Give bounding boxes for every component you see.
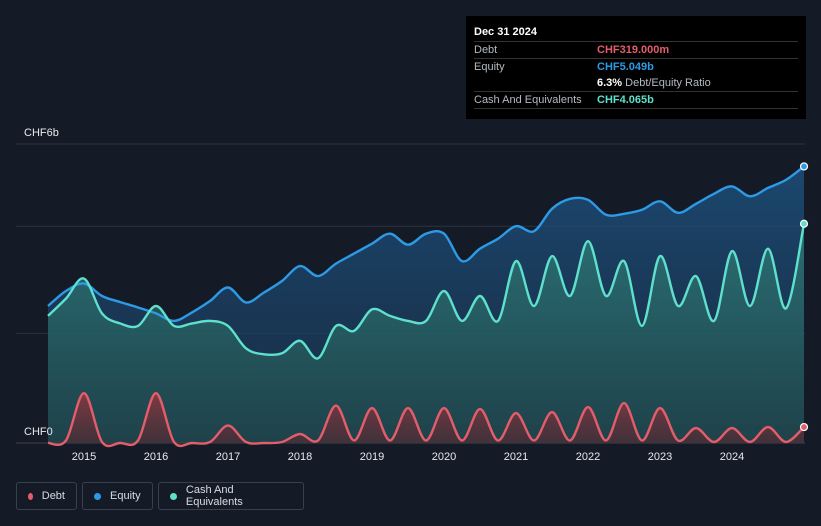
tooltip-ratio-label: Debt/Equity Ratio xyxy=(625,77,711,89)
axes: CHF6b CHF0 2015 2016 2017 2018 2019 2020 2021 2… xyxy=(24,127,744,463)
tooltip-equity-value: CHF5.049b xyxy=(597,61,654,73)
cash-legend-dot-icon xyxy=(170,492,177,500)
tooltip-ratio-value: 6.3% xyxy=(597,77,623,89)
y-axis-min-label: CHF0 xyxy=(24,426,53,438)
tooltip-ratio: 6.3% Debt/Equity Ratio xyxy=(597,75,711,91)
x-tick-label: 2016 xyxy=(144,451,168,463)
tooltip-cash-value: CHF4.065b xyxy=(597,94,654,106)
equity-end-marker xyxy=(799,162,809,171)
tooltip-row-cash: Cash And Equivalents CHF4.065b xyxy=(474,92,798,109)
cash-end-marker xyxy=(799,219,809,228)
x-tick-label: 2015 xyxy=(72,451,96,463)
legend-item-equity[interactable]: Equity xyxy=(82,482,153,510)
x-tick-label: 2024 xyxy=(720,451,744,463)
legend-item-debt[interactable]: Debt xyxy=(16,482,77,510)
equity-line xyxy=(47,165,805,323)
tooltip-row-debt: Debt CHF319.000m xyxy=(474,42,798,59)
x-tick-label: 2021 xyxy=(504,451,528,463)
tooltip-row-ratio: 6.3% Debt/Equity Ratio xyxy=(474,75,798,92)
tooltip-row-equity: Equity CHF5.049b xyxy=(474,59,798,75)
x-tick-label: 2018 xyxy=(288,451,312,463)
end-markers xyxy=(799,162,809,432)
tooltip-debt-value: CHF319.000m xyxy=(597,44,670,56)
y-axis-max-label: CHF6b xyxy=(24,127,59,139)
debt-end-marker xyxy=(799,422,809,432)
legend-item-cash[interactable]: Cash And Equivalents xyxy=(158,482,304,510)
legend-label-debt: Debt xyxy=(41,490,65,502)
tooltip-debt-label: Debt xyxy=(474,44,498,56)
equity-legend-dot-icon xyxy=(94,492,101,500)
cash-line xyxy=(47,223,806,360)
debt-line xyxy=(47,391,805,448)
legend-label-equity: Equity xyxy=(110,490,141,502)
x-tick-label: 2019 xyxy=(360,451,384,463)
tooltip-date: Dec 31 2024 xyxy=(474,24,798,42)
x-tick-label: 2023 xyxy=(648,451,672,463)
x-tick-label: 2022 xyxy=(576,451,600,463)
tooltip-panel: Dec 31 2024 Debt CHF319.000m Equity CHF5… xyxy=(466,16,806,119)
tooltip-cash-label: Cash And Equivalents xyxy=(474,94,582,106)
legend-label-cash: Cash And Equivalents xyxy=(185,484,243,508)
x-tick-label: 2020 xyxy=(432,451,456,463)
tooltip-equity-label: Equity xyxy=(474,61,505,73)
series-lines xyxy=(47,165,806,448)
x-tick-label: 2017 xyxy=(216,451,240,463)
debt-legend-dot-icon xyxy=(28,492,33,500)
